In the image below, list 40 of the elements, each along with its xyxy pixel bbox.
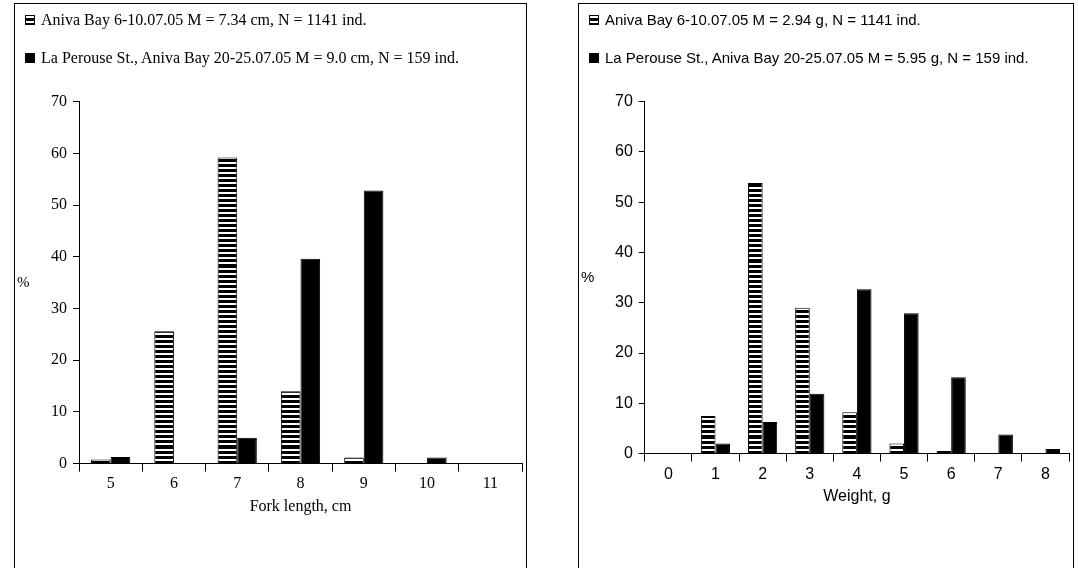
y-tick-label: 10 — [51, 402, 67, 420]
y-tick-label: 50 — [615, 192, 633, 210]
x-tick-label: 4 — [852, 464, 862, 482]
x-tick-label: 3 — [805, 464, 815, 482]
y-tick-label: 60 — [615, 142, 633, 160]
y-tick-label: 40 — [51, 246, 67, 264]
x-tick-label: 5 — [899, 464, 909, 482]
legend-label: Aniva Bay 6-10.07.05 M = 2.94 g, N = 1141 ind. — [605, 10, 921, 30]
y-tick-label: 20 — [615, 343, 633, 361]
y-tick-label: 30 — [615, 293, 633, 311]
x-tick-label: 6 — [946, 464, 956, 482]
x-axis-title: Weight, g — [823, 486, 891, 504]
y-tick-label: 0 — [59, 453, 67, 471]
x-tick-label: 6 — [169, 474, 178, 492]
x-tick-label: 10 — [419, 474, 436, 492]
y-tick-label: 50 — [51, 195, 67, 213]
x-tick-label: 7 — [233, 474, 242, 492]
x-axis-title: Fork length, cm — [249, 496, 352, 515]
x-tick-label: 9 — [359, 474, 368, 492]
y-axis-title: % — [581, 267, 595, 285]
y-tick-label: 70 — [51, 91, 67, 109]
y-tick-label: 20 — [51, 350, 67, 368]
y-tick-label: 40 — [615, 242, 633, 260]
y-tick-label: 60 — [51, 143, 67, 161]
y-tick-label: 70 — [615, 92, 633, 110]
y-axis-title: % — [17, 273, 30, 290]
x-tick-label: 7 — [993, 464, 1003, 482]
x-tick-label: 5 — [106, 474, 115, 492]
y-tick-label: 0 — [623, 444, 633, 462]
legend-label: Aniva Bay 6-10.07.05 M = 7.34 cm, N = 1141 ind. — [41, 10, 367, 30]
y-tick-label: 30 — [51, 298, 67, 316]
legend-label: La Perouse St., Aniva Bay 20-25.07.05 M = 5.95 g, N = 159 ind. — [605, 48, 1029, 68]
x-tick-label: 11 — [482, 474, 499, 492]
legend-label: La Perouse St., Aniva Bay 20-25.07.05 M = 9.0 cm, N = 159 ind. — [41, 48, 460, 68]
x-tick-label: 8 — [1040, 464, 1050, 482]
x-tick-label: 8 — [296, 474, 305, 492]
x-tick-label: 1 — [711, 464, 721, 482]
x-tick-label: 2 — [758, 464, 768, 482]
y-tick-label: 10 — [615, 393, 633, 411]
x-tick-label: 0 — [663, 464, 673, 482]
